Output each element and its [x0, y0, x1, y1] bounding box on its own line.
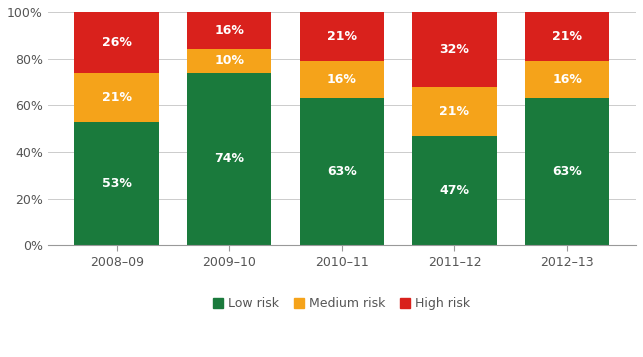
Text: 21%: 21% [439, 105, 469, 117]
Text: 53%: 53% [102, 177, 132, 190]
Text: 26%: 26% [102, 36, 132, 49]
Text: 21%: 21% [102, 91, 132, 104]
Legend: Low risk, Medium risk, High risk: Low risk, Medium risk, High risk [210, 293, 475, 314]
Bar [187, 49, 271, 72]
Bar [412, 87, 496, 136]
Text: 32%: 32% [440, 43, 469, 56]
Bar [187, 12, 271, 49]
Bar [75, 12, 159, 72]
Text: 10%: 10% [214, 54, 244, 67]
Text: 21%: 21% [327, 30, 357, 43]
Text: 16%: 16% [552, 73, 582, 86]
Bar [187, 72, 271, 245]
Bar [412, 12, 496, 87]
Bar [525, 12, 610, 61]
Bar [75, 72, 159, 122]
Bar [525, 61, 610, 98]
Bar [300, 98, 384, 245]
Bar [525, 98, 610, 245]
Bar [300, 12, 384, 61]
Text: 63%: 63% [552, 165, 582, 178]
Text: 74%: 74% [214, 152, 244, 165]
Text: 47%: 47% [439, 184, 469, 197]
Bar [75, 122, 159, 245]
Bar [300, 61, 384, 98]
Text: 21%: 21% [552, 30, 582, 43]
Text: 63%: 63% [327, 165, 357, 178]
Text: 16%: 16% [327, 73, 357, 86]
Text: 16%: 16% [214, 24, 244, 37]
Bar [412, 136, 496, 245]
